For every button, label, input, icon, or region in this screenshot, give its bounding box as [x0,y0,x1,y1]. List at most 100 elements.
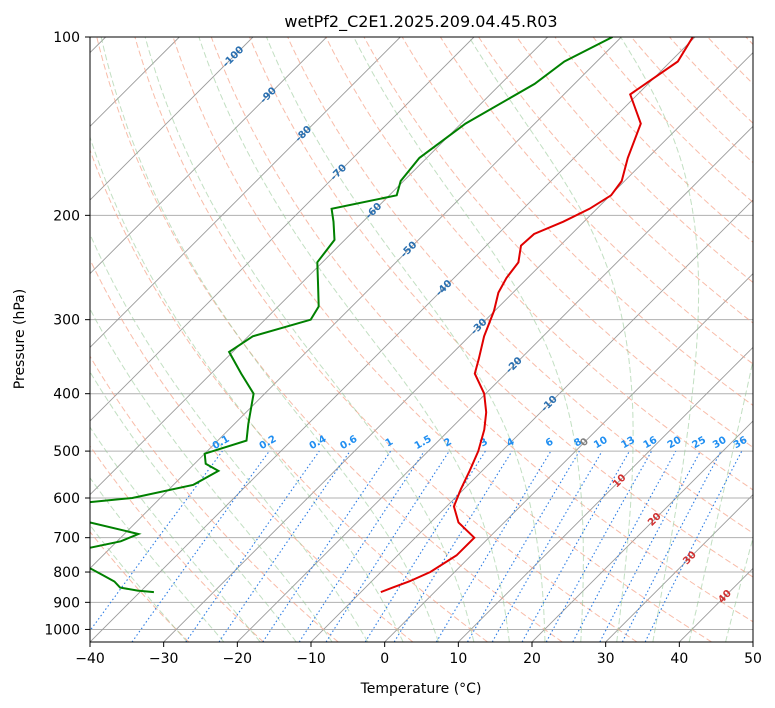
moist-adiabat-line [90,370,297,642]
isotherm-label: -80 [293,124,314,145]
dry-adiabat-line [363,37,753,448]
mixing-ratio-label: 8 [572,436,584,449]
temperature-line [380,37,694,594]
moist-adiabat-line [266,37,546,642]
moist-adiabat-line [468,37,634,642]
mixing-ratio-label: 0.4 [308,434,329,452]
moist-adiabat-line [353,37,584,642]
y-axis-label: Pressure (hPa) [12,289,28,389]
dry-adiabat-line [401,37,753,407]
x-tick-label: −40 [75,651,105,667]
isotherm-line [90,37,696,642]
mixing-ratio-label: 25 [691,435,709,452]
mixing-ratio-label: 3 [478,436,490,449]
y-tick-label: 300 [53,313,80,329]
x-tick-label: −10 [296,651,326,667]
moist-adiabat-line [144,37,475,642]
moist-adiabat-line [90,308,333,642]
x-axis-label: Temperature (°C) [360,681,482,697]
x-tick-label: −30 [149,651,179,667]
mixing-ratio-line [393,450,513,642]
y-tick-label: 600 [53,491,80,507]
isotherm-line [90,37,548,496]
x-tick-label: 20 [523,651,541,667]
plot-frame [89,36,754,643]
x-tick-label: 30 [597,651,615,667]
mixing-ratio-label: 30 [711,435,729,452]
mixing-ratio-line [364,450,486,642]
isotherm-label: 40 [716,588,734,606]
dry-adiabat-line [90,355,339,642]
x-tick-label: 40 [670,651,688,667]
dry-adiabat-line [210,37,753,623]
mixing-ratio-line [521,450,630,642]
moist-adiabat-line [90,426,261,642]
mixing-ratio-line [218,450,351,642]
moist-adiabat-line [90,233,369,642]
isotherm-label: -10 [539,394,560,415]
dry-adiabat-line [90,148,488,642]
mixing-ratio-label: 10 [592,435,610,452]
x-tick-label: 10 [449,651,467,667]
chart-title: wetPf2_C2E1.2025.209.04.45.R03 [284,12,557,32]
mixing-ratio-label: 13 [619,435,637,452]
mixing-ratio-label: 1 [384,436,396,449]
mixing-ratio-line [185,450,320,642]
isotherm-label: -50 [399,240,420,261]
dry-adiabat-line [516,37,753,284]
isotherm-label: -70 [329,163,350,184]
dry-adiabat-line [325,37,753,491]
isotherm-line [90,37,475,422]
isotherm-line [163,52,753,642]
isotherm-line [384,273,753,642]
dewpoint-line [90,37,613,594]
isotherm-label: 10 [611,472,629,490]
moist-adiabat-line [90,476,225,642]
dry-adiabat-line [669,37,753,124]
mixing-ratio-label: 2 [442,436,454,449]
moist-adiabat-line [688,358,753,642]
mixing-ratio-label: 0.2 [258,434,279,452]
isotherm-label: -100 [221,44,247,70]
isotherm-line [752,641,753,642]
mixing-ratio-line [572,450,677,642]
isotherm-line [237,125,753,642]
moist-adiabat-line [620,37,700,642]
isotherm-line [90,37,622,569]
moist-adiabat-line [100,37,439,642]
dry-adiabat-line [134,37,638,642]
dry-adiabat-line [592,37,753,204]
isotherm-line [90,37,254,201]
y-tick-label: 100 [53,30,80,46]
dry-adiabat-line [249,37,753,578]
y-tick-label: 800 [53,565,80,581]
mixing-ratio-line [131,450,270,642]
x-tick-label: 50 [744,651,762,667]
x-tick-label: −20 [223,651,253,667]
dry-adiabat-line [439,37,753,365]
moist-adiabat-line [90,524,188,642]
isotherm-line [531,420,753,642]
mixing-ratio-label: 16 [642,435,660,452]
y-tick-label: 1000 [44,622,80,638]
isotherm-label: -90 [258,85,279,106]
moist-adiabat-line [725,536,753,642]
isotherm-label: -60 [364,201,385,222]
isotherm-line [679,567,753,642]
mixing-ratio-label: 36 [732,435,750,452]
mixing-ratio-line [262,450,392,642]
x-tick-label: 0 [380,651,389,667]
dry-adiabat-line [478,37,753,324]
dry-adiabat-line [90,258,414,642]
mixing-ratio-line [545,450,653,642]
y-tick-label: 200 [53,208,80,224]
dry-adiabat-line [745,37,753,46]
mixing-ratio-line [325,450,450,642]
mixing-ratio-label: 20 [666,435,684,452]
mixing-ratio-line [90,450,223,632]
y-tick-label: 900 [53,595,80,611]
mixing-ratio-line [435,450,552,642]
dry-adiabat-line [90,530,190,642]
mixing-ratio-line [298,450,425,642]
